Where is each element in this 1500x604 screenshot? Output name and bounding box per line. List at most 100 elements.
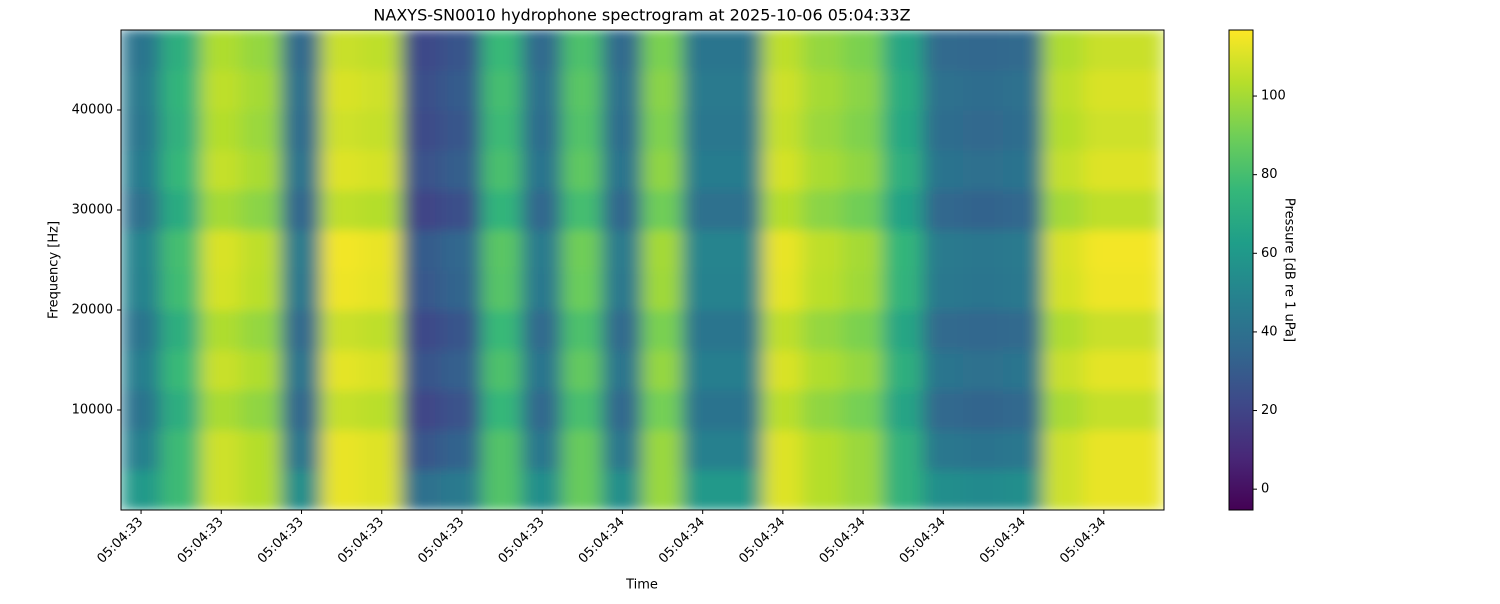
heatmap-cell xyxy=(121,349,162,391)
x-tick-label: 05:04:33 xyxy=(415,515,467,567)
x-tick-label: 05:04:33 xyxy=(255,515,307,567)
heatmap-cell xyxy=(642,69,684,111)
heatmap-cell xyxy=(682,189,724,231)
heatmap-cell xyxy=(642,149,684,191)
heatmap-cell xyxy=(882,229,924,271)
heatmap-cell xyxy=(521,30,563,71)
heatmap-cell xyxy=(240,469,282,510)
heatmap-cell xyxy=(401,189,443,231)
heatmap-cell xyxy=(642,429,684,471)
heatmap-cell xyxy=(521,349,563,391)
heatmap-cell xyxy=(802,469,844,510)
heatmap-cell xyxy=(481,189,523,231)
heatmap-cell xyxy=(280,69,323,111)
heatmap-cell xyxy=(1083,229,1125,271)
x-axis-label: Time xyxy=(625,578,658,593)
heatmap-cell xyxy=(722,149,764,191)
heatmap-cell xyxy=(321,269,363,311)
heatmap-cell xyxy=(1123,269,1164,311)
heatmap-cell xyxy=(160,429,202,471)
heatmap-cell xyxy=(722,109,764,151)
heatmap-cell xyxy=(121,189,162,231)
heatmap-cell xyxy=(1003,269,1045,311)
heatmap-cell xyxy=(722,429,764,471)
heatmap-cell xyxy=(200,30,242,71)
heatmap-cell xyxy=(321,429,363,471)
heatmap-cell xyxy=(882,309,924,351)
heatmap-cell xyxy=(561,149,603,191)
heatmap-cell xyxy=(361,189,403,231)
y-tick-label: 40000 xyxy=(72,103,113,118)
heatmap-cell xyxy=(642,389,684,431)
heatmap-cell xyxy=(121,69,162,111)
heatmap-cell xyxy=(682,69,724,111)
heatmap-cell xyxy=(882,109,924,151)
x-tick-label: 05:04:33 xyxy=(496,515,548,567)
heatmap-cell xyxy=(521,309,563,351)
heatmap-cell xyxy=(722,69,764,111)
heatmap-cell xyxy=(321,229,363,271)
heatmap-cell xyxy=(802,149,844,191)
heatmap-cell xyxy=(321,349,363,391)
heatmap-cell xyxy=(601,109,643,151)
heatmap-cell xyxy=(280,149,323,191)
heatmap-cell xyxy=(160,69,202,111)
heatmap-cell xyxy=(882,189,924,231)
heatmap-cell xyxy=(240,109,282,151)
heatmap-cell xyxy=(722,309,764,351)
heatmap-cell xyxy=(1043,149,1085,191)
heatmap-cell xyxy=(561,309,603,351)
heatmap-cell xyxy=(441,109,483,151)
heatmap-cell xyxy=(842,189,884,231)
heatmap-cell xyxy=(1123,389,1164,431)
heatmap-cell xyxy=(762,109,804,151)
heatmap-cell xyxy=(121,30,162,71)
heatmap-cell xyxy=(321,30,363,71)
heatmap-cell xyxy=(962,189,1005,231)
heatmap-cell xyxy=(1003,309,1045,351)
heatmap-cell xyxy=(601,469,643,510)
heatmap-cell xyxy=(882,149,924,191)
heatmap-cell xyxy=(441,149,483,191)
heatmap-cell xyxy=(441,189,483,231)
heatmap-cell xyxy=(481,30,523,71)
heatmap-cell xyxy=(240,30,282,71)
heatmap-cell xyxy=(802,229,844,271)
heatmap-cell xyxy=(842,389,884,431)
heatmap-cell xyxy=(280,389,323,431)
y-axis-label: Frequency [Hz] xyxy=(47,221,62,319)
heatmap-cell xyxy=(280,269,323,311)
heatmap-cell xyxy=(561,349,603,391)
heatmap-cell xyxy=(521,109,563,151)
heatmap-cell xyxy=(200,429,242,471)
heatmap-cell xyxy=(682,389,724,431)
heatmap-cell xyxy=(361,30,403,71)
heatmap-cell xyxy=(1043,389,1085,431)
heatmap-cell xyxy=(1003,149,1045,191)
heatmap-cell xyxy=(361,389,403,431)
heatmap-cell xyxy=(240,429,282,471)
chart-title: NAXYS-SN0010 hydrophone spectrogram at 2… xyxy=(373,6,910,25)
heatmap-cell xyxy=(962,269,1005,311)
heatmap-cell xyxy=(160,389,202,431)
heatmap-cell xyxy=(1123,69,1164,111)
heatmap-cell xyxy=(1083,269,1125,311)
heatmap-cell xyxy=(561,389,603,431)
heatmap-cell xyxy=(521,389,563,431)
heatmap-cell xyxy=(722,189,764,231)
heatmap-cell xyxy=(601,229,643,271)
heatmap-cell xyxy=(601,30,643,71)
heatmap-cell xyxy=(361,69,403,111)
heatmap-cell xyxy=(200,149,242,191)
heatmap-cell xyxy=(321,149,363,191)
heatmap-cell xyxy=(240,229,282,271)
heatmap-cell xyxy=(882,269,924,311)
heatmap-cell xyxy=(722,229,764,271)
heatmap xyxy=(121,30,1164,510)
heatmap-cell xyxy=(1003,349,1045,391)
heatmap-cell xyxy=(521,149,563,191)
heatmap-cell xyxy=(160,149,202,191)
colorbar-tick-label: 60 xyxy=(1261,246,1278,261)
heatmap-cell xyxy=(1043,109,1085,151)
heatmap-cell xyxy=(601,309,643,351)
